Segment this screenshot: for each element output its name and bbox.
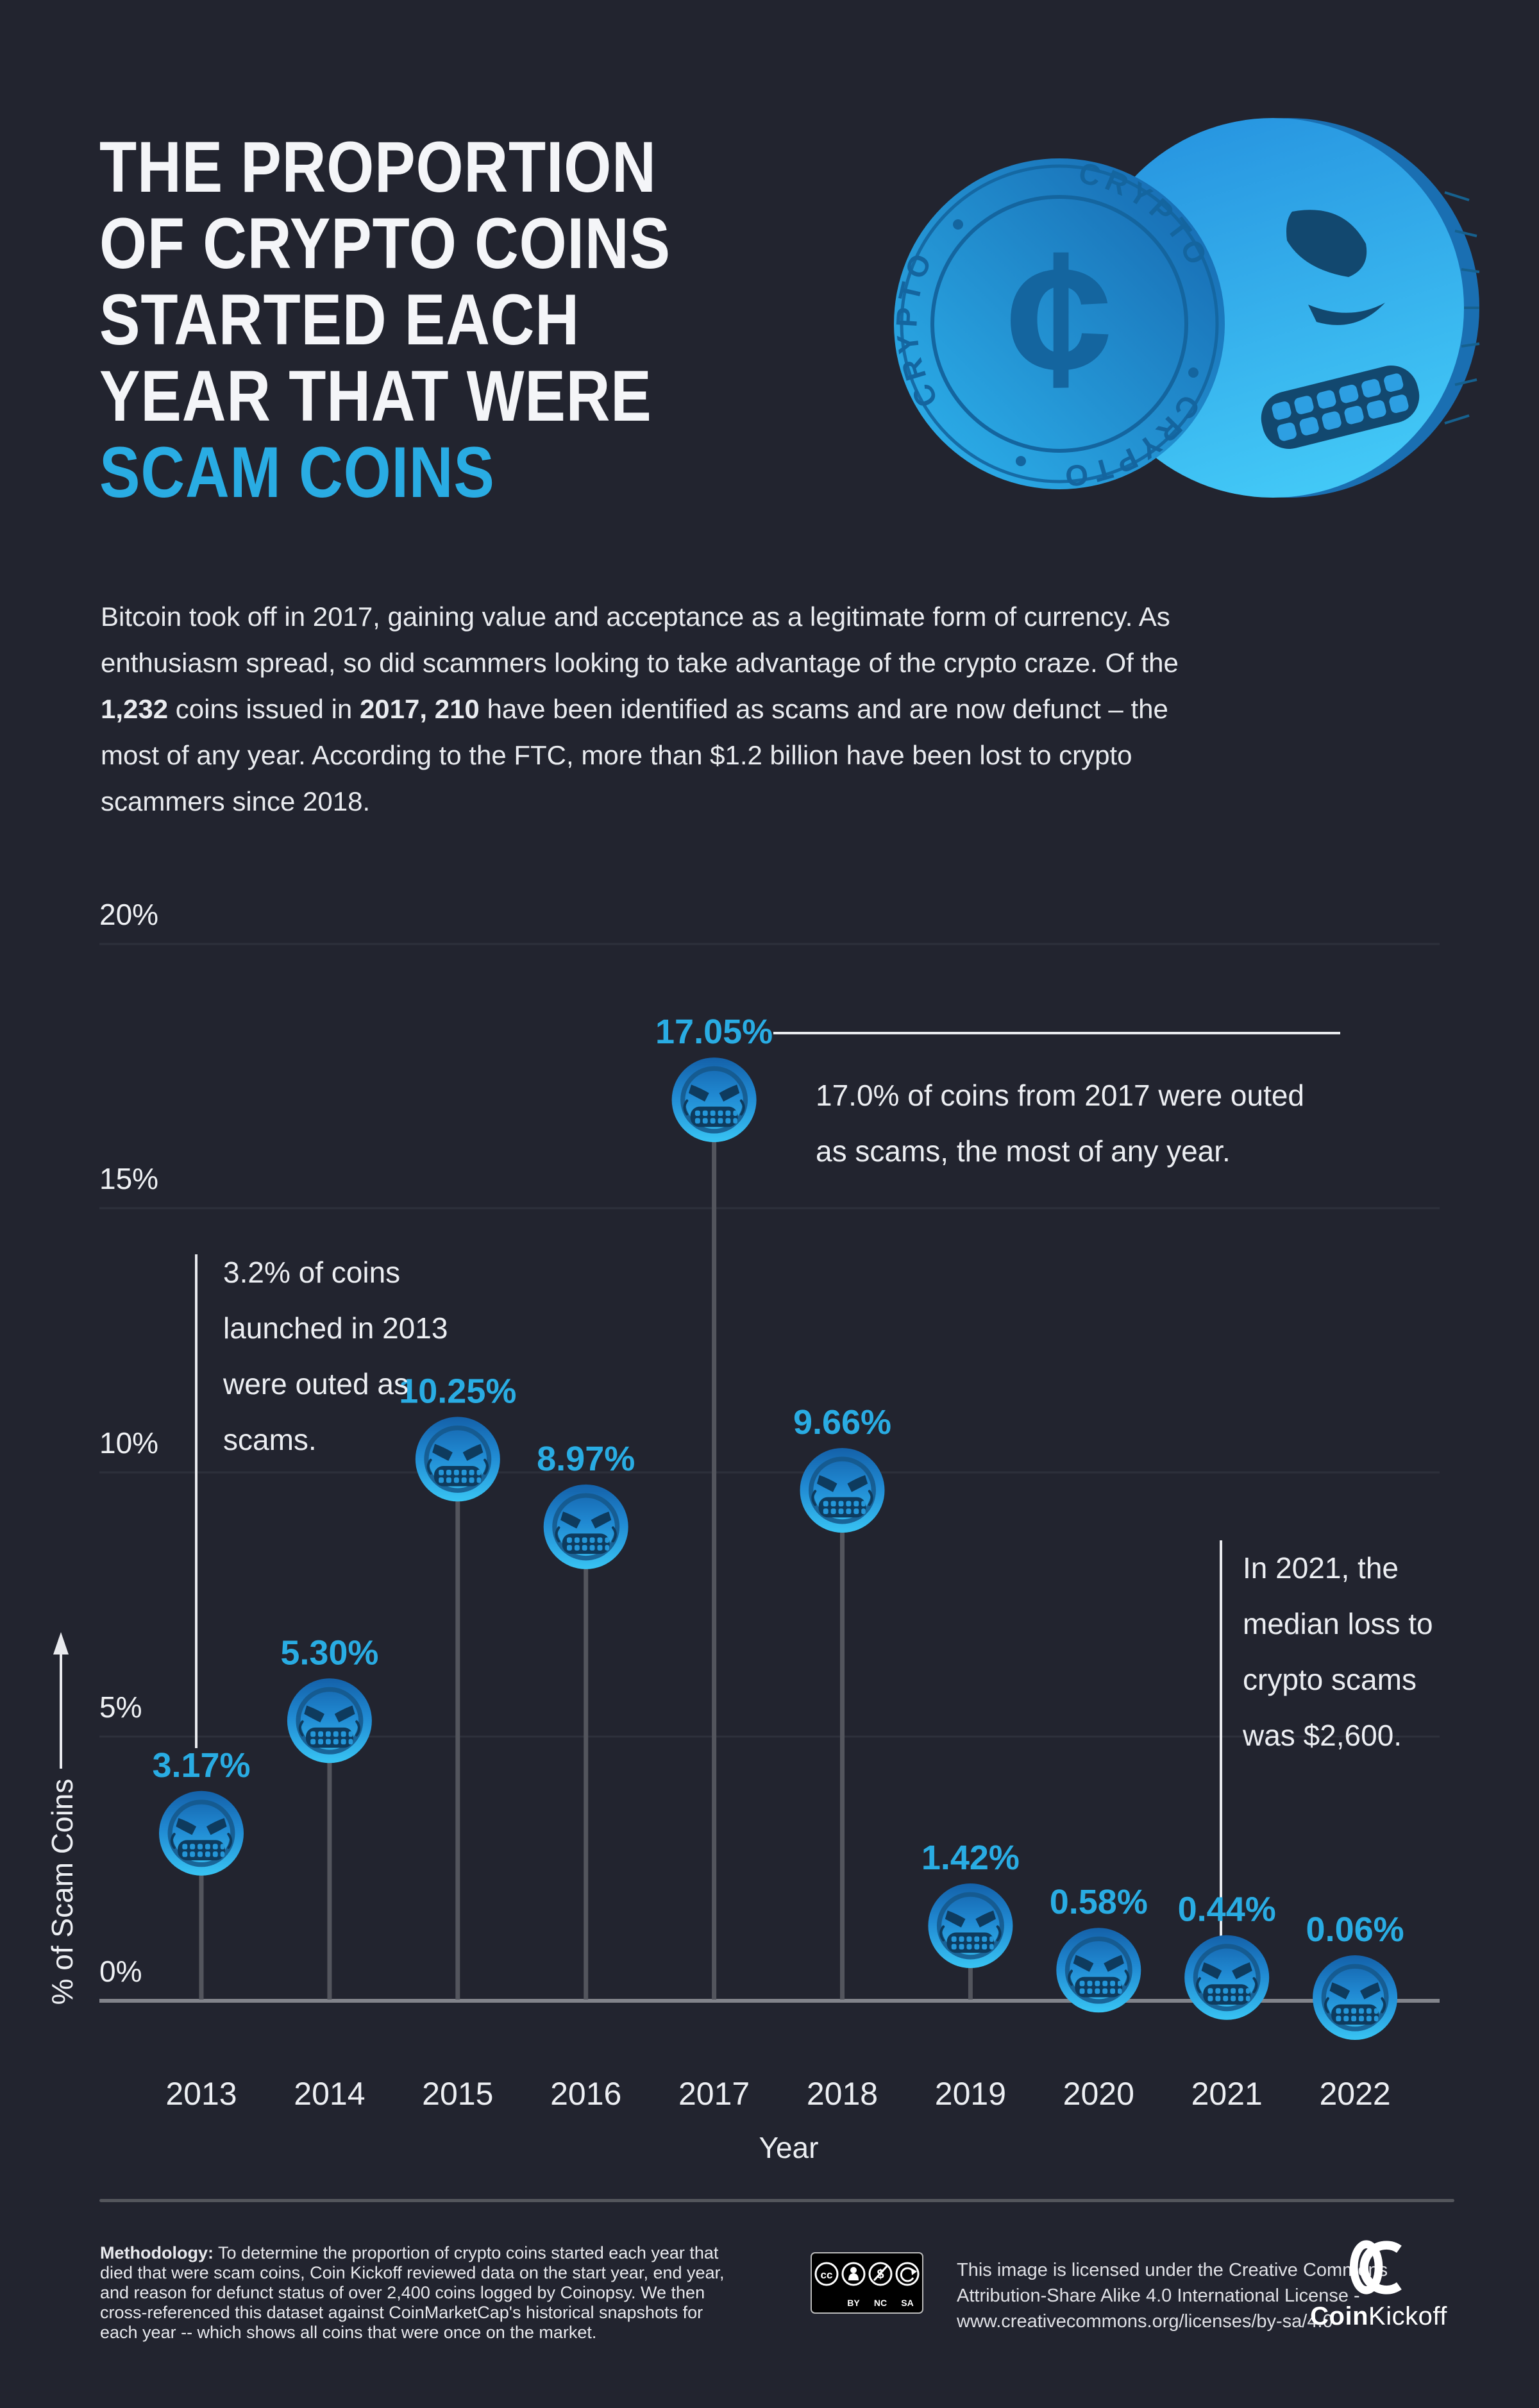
hero-coins-illustration: CRYPTO CRYPTO CRYPTO ¢: [891, 118, 1480, 498]
methodology-text: Methodology: To determine the proportion…: [100, 2243, 725, 2342]
x-tick-2014: 2014: [294, 2076, 365, 2112]
brand-name: CoinKickoff: [1310, 2302, 1447, 2330]
cheek-smirk: [1308, 303, 1385, 325]
coin-marker-2022: [1313, 1955, 1397, 2040]
intro-paragraph: Bitcoin took off in 2017, gaining value …: [101, 594, 1179, 825]
y-axis-arrow-head: [53, 1632, 69, 1654]
coinkickoff-logo-icon: [1349, 2240, 1402, 2294]
title-line-3: STARTED EACH: [99, 280, 580, 360]
title-line-4: YEAR THAT WERE: [99, 356, 652, 436]
coin-marker-2018: [800, 1448, 885, 1533]
value-label-2013: 3.17%: [152, 1746, 250, 1785]
value-label-2019: 1.42%: [921, 1839, 1020, 1877]
x-tick-2017: 2017: [678, 2076, 750, 2112]
nc-icon: [868, 2262, 893, 2286]
annotation-text-line: 3.2% of coins: [223, 1256, 401, 1289]
evil-face: [1261, 210, 1420, 449]
y-axis-title: % of Scam Coins: [46, 1778, 79, 2005]
y-tick-5%: 5%: [99, 1690, 142, 1724]
value-label-2022: 0.06%: [1306, 1910, 1404, 1949]
annotation-text-line: In 2021, the: [1243, 1551, 1399, 1585]
sa-icon: [895, 2262, 920, 2286]
x-tick-2019: 2019: [935, 2076, 1006, 2112]
x-axis-title: Year: [759, 2131, 819, 2164]
coin-marker-2020: [1056, 1928, 1141, 2012]
svg-text:SA: SA: [901, 2298, 913, 2308]
x-tick-2013: 2013: [165, 2076, 237, 2112]
annotation-text-line: as scams, the most of any year.: [816, 1134, 1231, 1168]
cc-icon: [814, 2262, 839, 2286]
title-line-1: THE PROPORTION: [99, 127, 657, 207]
value-label-2017: 17.05%: [655, 1013, 773, 1051]
coin-marker-2016: [544, 1485, 628, 1569]
value-label-2015: 10.25%: [399, 1372, 516, 1410]
x-tick-2020: 2020: [1063, 2076, 1134, 2112]
x-tick-2018: 2018: [807, 2076, 878, 2112]
value-label-2021: 0.44%: [1178, 1890, 1276, 1929]
annotation-text-line: scams.: [223, 1423, 317, 1456]
x-tick-2022: 2022: [1319, 2076, 1390, 2112]
intro-line: scammers since 2018.: [101, 786, 371, 816]
coin-marker-2013: [159, 1791, 244, 1876]
intro-line: enthusiasm spread, so did scammers looki…: [101, 648, 1179, 678]
coin-marker-2017: [672, 1057, 757, 1142]
x-tick-2021: 2021: [1191, 2076, 1263, 2112]
intro-line: most of any year. According to the FTC, …: [101, 740, 1132, 770]
coin-marker-2014: [287, 1678, 372, 1763]
y-tick-10%: 10%: [99, 1426, 158, 1460]
annotation-2013: 3.2% of coins launched in 2013 were outed …: [223, 1245, 621, 1468]
coin-edge-ridges: [1444, 191, 1480, 425]
svg-text:NC: NC: [874, 2298, 887, 2308]
annotation-text-line: was $2,600.: [1243, 1719, 1402, 1752]
y-tick-20%: 20%: [99, 898, 158, 931]
annotation-text-line: launched in 2013: [223, 1311, 448, 1345]
annotation-text-line: 17.0% of coins from 2017 were outed: [816, 1079, 1305, 1112]
creative-commons-badge: cc $ BY NC SA: [811, 2252, 923, 2314]
x-tick-2015: 2015: [422, 2076, 493, 2112]
page-title: THE PROPORTION OF CRYPTO COINS STARTED E…: [99, 126, 771, 512]
license-text: This image is licensed under the Creativ…: [957, 2260, 1388, 2332]
value-label-2018: 9.66%: [793, 1403, 891, 1442]
annotation-text-line: median loss to: [1243, 1607, 1433, 1640]
footer-divider: [99, 2199, 1454, 2202]
x-tick-2016: 2016: [550, 2076, 621, 2112]
evil-mouth: [1261, 366, 1420, 449]
annotation-2021: In 2021, the median loss to crypto scams wa…: [1243, 1540, 1538, 1764]
intro-line: 1,232 coins issued in 2017, 210 have bee…: [101, 694, 1168, 724]
annotation-text-line: crypto scams: [1243, 1663, 1417, 1696]
y-tick-15%: 15%: [99, 1162, 158, 1195]
crypto-coin: CRYPTO CRYPTO CRYPTO ¢: [891, 156, 1225, 494]
by-icon: [841, 2262, 866, 2286]
svg-text:BY: BY: [847, 2298, 860, 2308]
intro-line: Bitcoin took off in 2017, gaining value …: [101, 602, 1170, 632]
value-label-2020: 0.58%: [1050, 1883, 1148, 1921]
annotation-2017: 17.0% of coins from 2017 were outed as sc…: [816, 1068, 1393, 1179]
brand-block: CoinKickoff: [1295, 2238, 1462, 2331]
coin-marker-2021: [1184, 1935, 1269, 2020]
value-label-2016: 8.97%: [537, 1440, 635, 1478]
cent-symbol: ¢: [1006, 210, 1113, 426]
value-label-2014: 5.30%: [280, 1633, 378, 1672]
annotation-text-line: were outed as: [223, 1367, 408, 1401]
svg-text:cc: cc: [821, 2269, 833, 2281]
methodology-label: Methodology:: [100, 2243, 214, 2262]
y-tick-0%: 0%: [99, 1955, 142, 1988]
title-line-accent: SCAM COINS: [99, 432, 495, 512]
evil-eye: [1286, 210, 1367, 277]
coin-marker-2019: [928, 1883, 1013, 1968]
title-line-2: OF CRYPTO COINS: [99, 203, 671, 283]
